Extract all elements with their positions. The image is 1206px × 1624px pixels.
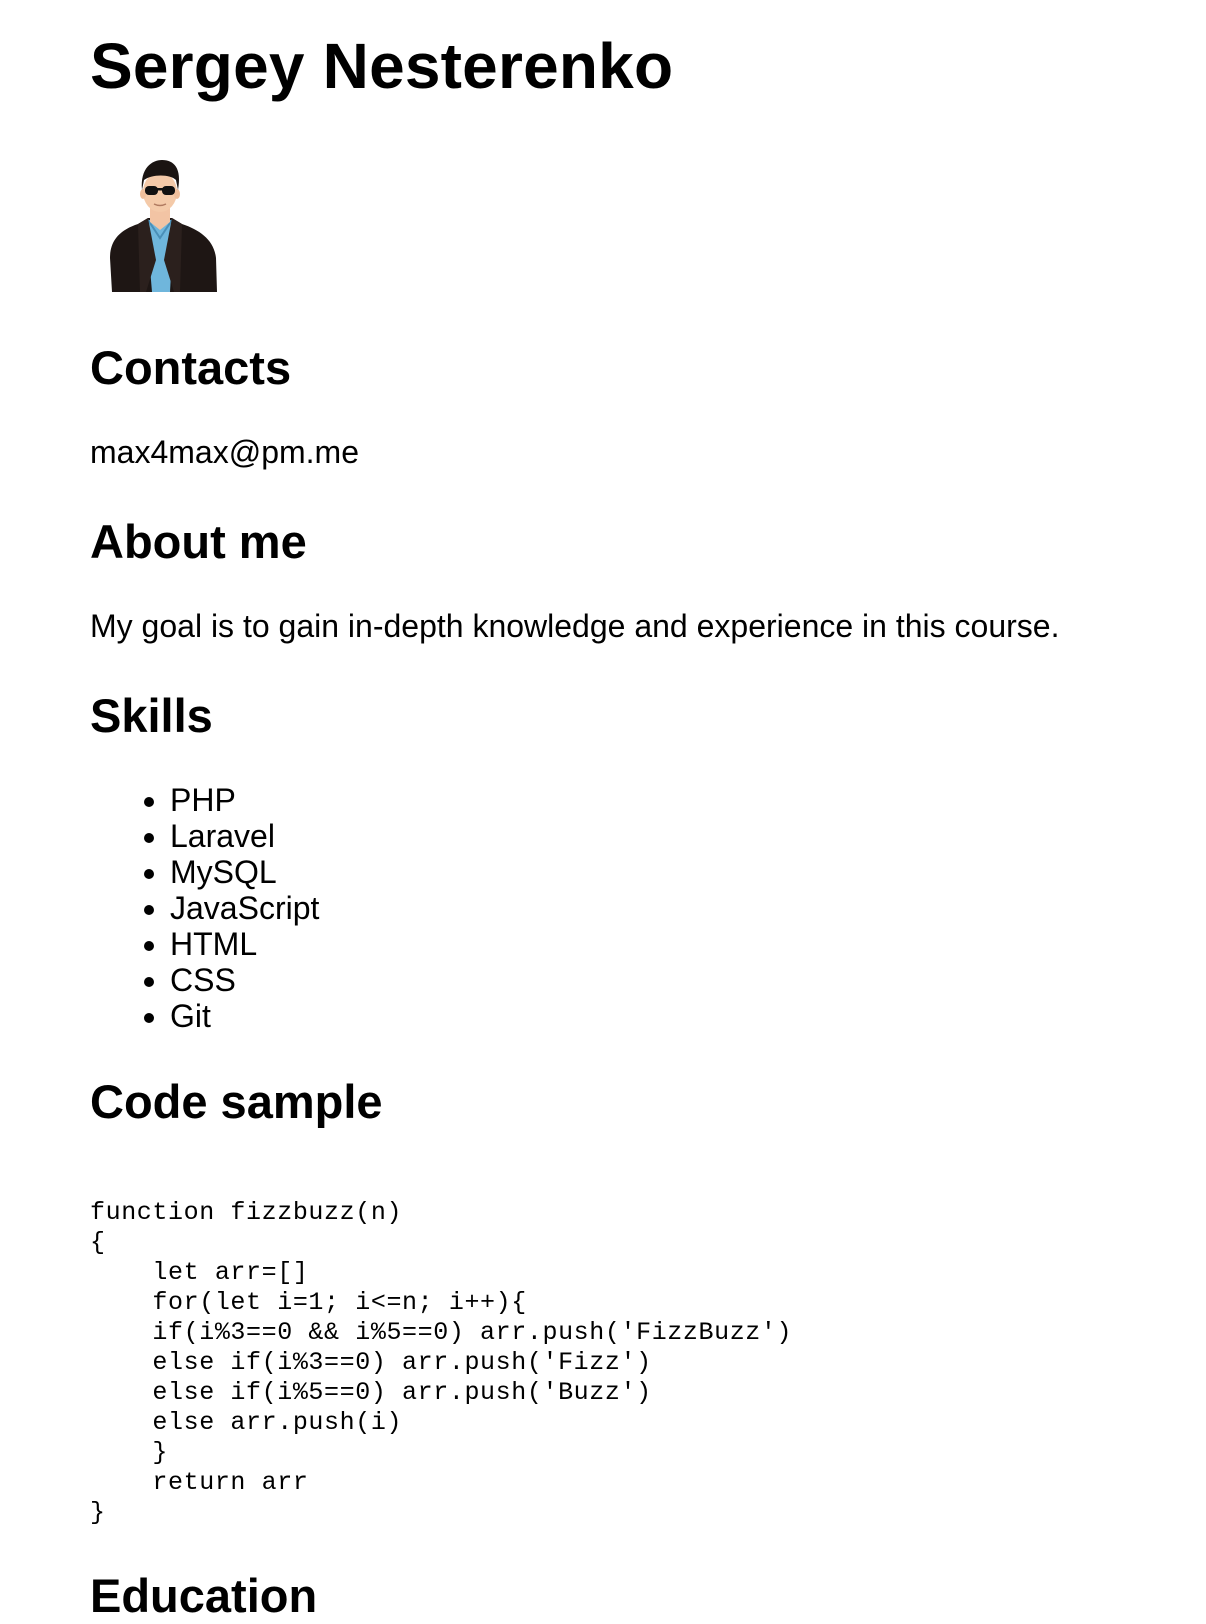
code-line: if(i%3==0 && i%5==0) arr.push('FizzBuzz'… xyxy=(90,1318,793,1347)
code-line: for(let i=1; i<=n; i++){ xyxy=(90,1288,527,1317)
list-item: MySQL xyxy=(170,854,1170,890)
skills-list: PHP Laravel MySQL JavaScript HTML CSS Gi… xyxy=(90,782,1170,1034)
resume-page: Sergey Nesterenko Contacts max4max@pm.me… xyxy=(90,0,1170,1624)
code-line: let arr=[] xyxy=(90,1258,309,1287)
page-title: Sergey Nesterenko xyxy=(90,30,674,102)
list-item: JavaScript xyxy=(170,890,1170,926)
code-line: function fizzbuzz(n) xyxy=(90,1198,403,1227)
code-line: { xyxy=(90,1228,106,1257)
education-heading: Education xyxy=(90,1569,318,1622)
code-block: function fizzbuzz(n){ let arr=[] for(let… xyxy=(90,1198,1170,1528)
list-item: Laravel xyxy=(170,818,1170,854)
list-item: PHP xyxy=(170,782,1170,818)
about-heading: About me xyxy=(90,515,307,568)
about-text: My goal is to gain in-depth knowledge an… xyxy=(90,608,1060,644)
list-item: HTML xyxy=(170,926,1170,962)
skills-heading: Skills xyxy=(90,689,213,742)
code-sample-heading: Code sample xyxy=(90,1075,383,1128)
code-line: else if(i%5==0) arr.push('Buzz') xyxy=(90,1378,652,1407)
code-line: } xyxy=(90,1438,169,1467)
person-avatar-icon xyxy=(110,160,217,292)
code-line: return arr xyxy=(90,1468,309,1497)
code-line: else if(i%3==0) arr.push('Fizz') xyxy=(90,1348,652,1377)
code-line: else arr.push(i) xyxy=(90,1408,403,1437)
list-item: CSS xyxy=(170,962,1170,998)
contacts-heading: Contacts xyxy=(90,341,292,394)
list-item: Git xyxy=(170,998,1170,1034)
contact-email: max4max@pm.me xyxy=(90,434,359,470)
code-line: } xyxy=(90,1498,106,1527)
